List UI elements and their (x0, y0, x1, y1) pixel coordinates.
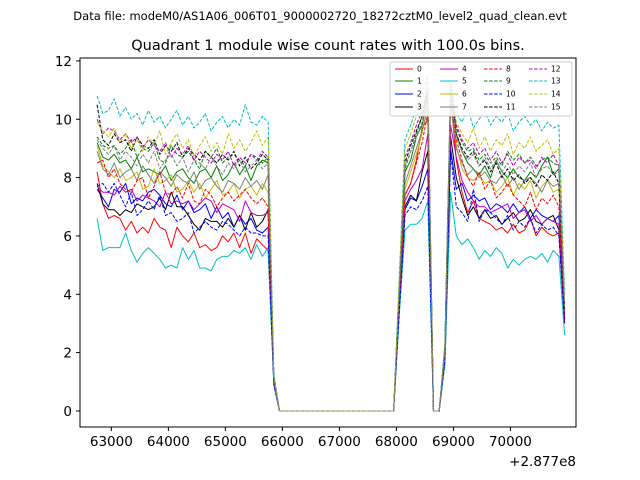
series-layer (96, 75, 566, 412)
series-line-8 (96, 101, 566, 412)
axes-frame (79, 57, 577, 428)
x-tick-label: 67000 (318, 434, 361, 450)
y-tick-label: 10 (55, 112, 72, 128)
series-line-15 (96, 92, 566, 412)
legend-label-6: 6 (462, 90, 467, 99)
legend-label-4: 4 (462, 65, 467, 74)
series-line-12 (96, 83, 566, 412)
chart-title: Quadrant 1 module wise count rates with … (131, 38, 525, 54)
series-line-14 (96, 80, 566, 412)
legend-label-12: 12 (551, 65, 561, 74)
y-tick-label: 2 (63, 346, 72, 362)
x-tick-label: 63000 (90, 434, 133, 450)
x-tick-label: 68000 (375, 434, 418, 450)
y-tick-label: 8 (63, 171, 72, 187)
legend-label-1: 1 (417, 77, 422, 86)
data-file-label: Data file: modeM0/AS1A06_006T01_90000027… (73, 9, 567, 23)
x-tick-label: 64000 (147, 434, 190, 450)
series-line-10 (96, 150, 566, 412)
legend-label-5: 5 (462, 77, 467, 86)
series-line-4 (96, 124, 566, 412)
x-tick-label: 69000 (432, 434, 475, 450)
y-axis: 0 2 4 6 8 10 12 (55, 54, 80, 420)
legend-label-9: 9 (506, 77, 511, 86)
x-tick-label: 65000 (204, 434, 247, 450)
legend-label-0: 0 (417, 65, 422, 74)
legend-label-11: 11 (506, 103, 516, 112)
y-tick-label: 12 (55, 54, 72, 70)
x-tick-label: 66000 (261, 434, 304, 450)
y-tick-label: 0 (63, 404, 72, 420)
x-offset-label: +2.877e8 (509, 454, 576, 470)
y-tick-label: 6 (63, 229, 72, 245)
legend-label-14: 14 (551, 90, 561, 99)
y-tick-label: 4 (63, 287, 72, 303)
series-line-3 (96, 136, 566, 412)
legend-box (389, 61, 573, 117)
series-line-5 (96, 191, 566, 412)
legend-label-13: 13 (551, 77, 561, 86)
series-line-6 (96, 98, 566, 412)
legend-label-7: 7 (462, 103, 467, 112)
series-line-9 (96, 83, 566, 412)
x-tick-label: 70000 (489, 434, 532, 450)
legend-label-8: 8 (506, 65, 511, 74)
legend-label-10: 10 (506, 90, 516, 99)
series-line-13 (96, 75, 566, 412)
legend-label-3: 3 (417, 103, 422, 112)
legend-label-15: 15 (551, 103, 561, 112)
x-axis: 63000 64000 65000 66000 67000 68000 69000 70000 (90, 427, 532, 450)
legend-label-2: 2 (417, 90, 422, 99)
